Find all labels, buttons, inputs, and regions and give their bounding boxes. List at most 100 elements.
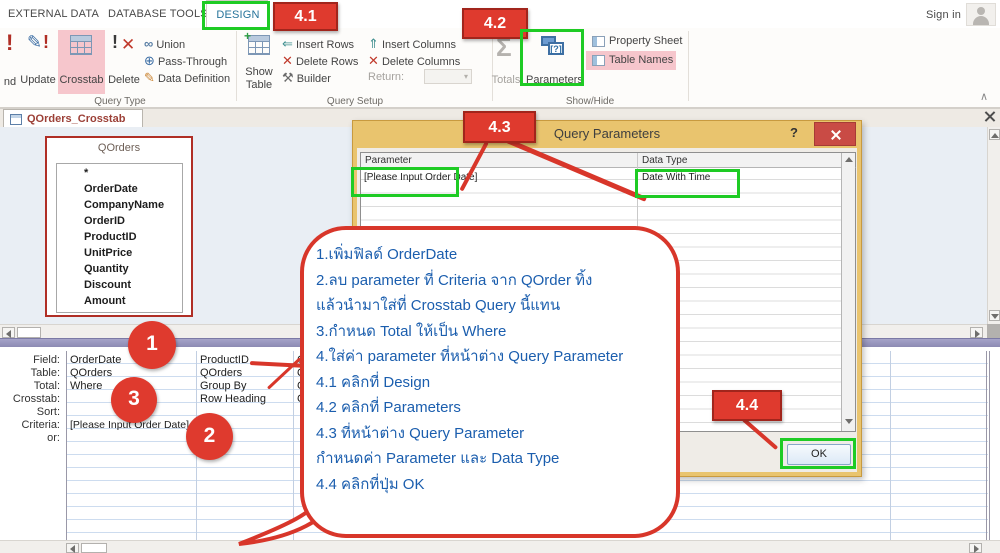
- data-type-cell[interactable]: Date With Time: [642, 172, 711, 183]
- parameter-cell[interactable]: [Please Input Order Date]: [364, 172, 478, 183]
- scroll-left-button[interactable]: [2, 327, 15, 338]
- insert-columns-button[interactable]: ⇑ Insert Columns: [368, 37, 456, 51]
- field-item-amount[interactable]: Amount: [84, 295, 126, 307]
- append-button-partial[interactable]: ! nd: [2, 32, 18, 96]
- scroll-up-icon: [991, 133, 999, 138]
- update-button[interactable]: ✎ ! Update: [19, 30, 57, 96]
- dialog-close-button[interactable]: [814, 122, 856, 146]
- delete-query-button[interactable]: ! ✕ Delete: [106, 30, 142, 96]
- dropdown-arrow-icon: ▾: [463, 72, 468, 81]
- grid-row-label-sort: Sort:: [36, 406, 60, 418]
- field-item-star[interactable]: *: [84, 167, 89, 179]
- field-item-unitprice[interactable]: UnitPrice: [84, 247, 133, 259]
- avatar-body: [973, 16, 989, 25]
- dialog-title: Query Parameters: [553, 126, 661, 141]
- scroll-right-icon: [974, 545, 979, 553]
- callout-line: 3.กำหนด Total ให้เป็น Where: [316, 323, 507, 340]
- field-item-companyname[interactable]: CompanyName: [84, 199, 165, 211]
- delete-columns-button[interactable]: ✕ Delete Columns: [368, 54, 460, 68]
- delete-label: Delete: [108, 74, 140, 86]
- builder-icon: ⚒: [282, 70, 294, 85]
- ok-button[interactable]: OK: [787, 444, 851, 465]
- ribbon-body: ! nd ✎ ! Update Crosstab ! ✕ Delete ∞ Un…: [0, 28, 1000, 108]
- scrollbar-corner: [987, 324, 1000, 338]
- insert-rows-button[interactable]: ⇐ Insert Rows: [282, 37, 354, 51]
- highlight-parameters-button: [520, 29, 584, 86]
- grid-column-divider: [293, 351, 294, 540]
- sign-in-link[interactable]: Sign in: [926, 9, 962, 21]
- group-divider: [236, 31, 237, 101]
- append-icon: !: [6, 30, 14, 55]
- hscroll-thumb[interactable]: [17, 327, 41, 338]
- pass-through-icon: ⊕: [144, 53, 155, 68]
- scroll-right-button[interactable]: [970, 327, 983, 338]
- grid-cell-total-1[interactable]: Where: [70, 380, 103, 392]
- dialog-vscrollbar[interactable]: [841, 153, 855, 431]
- field-item-productid[interactable]: ProductID: [84, 231, 137, 243]
- grid-right-edge: [989, 351, 990, 540]
- grid-cell-crosstab-2[interactable]: Row Heading: [200, 393, 267, 405]
- builder-label: Builder: [296, 73, 331, 85]
- data-definition-icon: ✎: [144, 70, 155, 85]
- document-tab[interactable]: QOrders_Crosstab: [3, 109, 143, 128]
- scroll-up-icon[interactable]: [845, 157, 853, 162]
- hscroll-thumb[interactable]: [81, 543, 107, 553]
- grid-cell-table-1[interactable]: QOrders: [70, 367, 113, 379]
- scroll-down-button[interactable]: [989, 310, 1000, 321]
- scroll-up-button[interactable]: [989, 129, 1000, 140]
- scroll-left-button[interactable]: [66, 543, 79, 553]
- user-avatar-icon[interactable]: [966, 3, 996, 26]
- property-sheet-button[interactable]: Property Sheet: [592, 35, 682, 47]
- grid-cell-criteria-1[interactable]: [Please Input Order Date]: [70, 419, 190, 431]
- collapse-ribbon-icon[interactable]: ∧: [980, 91, 989, 103]
- pass-through-button[interactable]: ⊕ Pass-Through: [144, 54, 227, 68]
- tab-design[interactable]: DESIGN: [206, 0, 268, 28]
- highlight-datatype-cell: [635, 169, 740, 198]
- step-circle-2: 2: [186, 413, 233, 460]
- show-table-button[interactable]: + Show Table: [240, 30, 278, 96]
- crosstab-button[interactable]: Crosstab: [58, 30, 105, 94]
- table-names-button[interactable]: Table Names: [586, 51, 676, 70]
- query-document-icon: [10, 114, 22, 125]
- grid-cell-field-2[interactable]: ProductID: [200, 354, 249, 366]
- show-table-label-2: Table: [245, 79, 273, 91]
- parameters-icon-window2: [?]: [548, 42, 564, 55]
- totals-button[interactable]: Σ Totals: [488, 30, 524, 96]
- field-item-quantity[interactable]: Quantity: [84, 263, 129, 275]
- grid-row-label-table: Table:: [30, 367, 60, 379]
- column-header-data-type: Data Type: [642, 155, 688, 166]
- field-item-orderid[interactable]: OrderID: [84, 215, 125, 227]
- field-list: [56, 163, 183, 313]
- grid-cell-total-2[interactable]: Group By: [200, 380, 247, 392]
- data-definition-button[interactable]: ✎ Data Definition: [144, 71, 230, 85]
- tab-external-data[interactable]: EXTERNAL DATA: [8, 8, 100, 20]
- field-item-discount[interactable]: Discount: [84, 279, 132, 291]
- callout-line: 4.ใส่ค่า parameter ที่หน้าต่าง Query Par…: [316, 348, 624, 365]
- step-circle-1: 1: [128, 321, 176, 369]
- grid-hscrollbar[interactable]: [0, 540, 1000, 553]
- tab-database-tools[interactable]: DATABASE TOOLS: [108, 8, 208, 20]
- delete-rows-button[interactable]: ✕ Delete Rows: [282, 54, 358, 68]
- pass-through-label: Pass-Through: [157, 56, 228, 68]
- field-item-orderdate[interactable]: OrderDate: [84, 183, 138, 195]
- dialog-help-icon[interactable]: ?: [790, 125, 798, 140]
- close-document-icon[interactable]: [984, 110, 996, 122]
- grid-column-divider: [890, 351, 891, 540]
- group-divider: [492, 31, 493, 101]
- scroll-down-icon[interactable]: [845, 419, 853, 424]
- grid-cell-field-1[interactable]: OrderDate: [70, 354, 122, 366]
- update-pencil-icon: ✎: [27, 32, 43, 52]
- callout-line: 2.ลบ parameter ที่ Criteria จาก QOrder ท…: [316, 272, 593, 289]
- parameters-table-header: [360, 152, 856, 168]
- group-divider: [688, 31, 689, 101]
- grid-row-label-or: or:: [47, 432, 60, 444]
- union-button[interactable]: ∞ Union: [144, 37, 185, 51]
- callout-line: 4.1 คลิกที่ Design: [316, 374, 431, 391]
- return-dropdown[interactable]: ▾: [424, 69, 472, 84]
- grid-cell-table-2[interactable]: QOrders: [200, 367, 243, 379]
- scroll-right-button[interactable]: [969, 543, 982, 553]
- union-label: Union: [156, 39, 186, 51]
- builder-button[interactable]: ⚒ Builder: [282, 71, 331, 85]
- design-pane-vscrollbar[interactable]: [987, 127, 1000, 324]
- scroll-left-icon: [70, 545, 75, 553]
